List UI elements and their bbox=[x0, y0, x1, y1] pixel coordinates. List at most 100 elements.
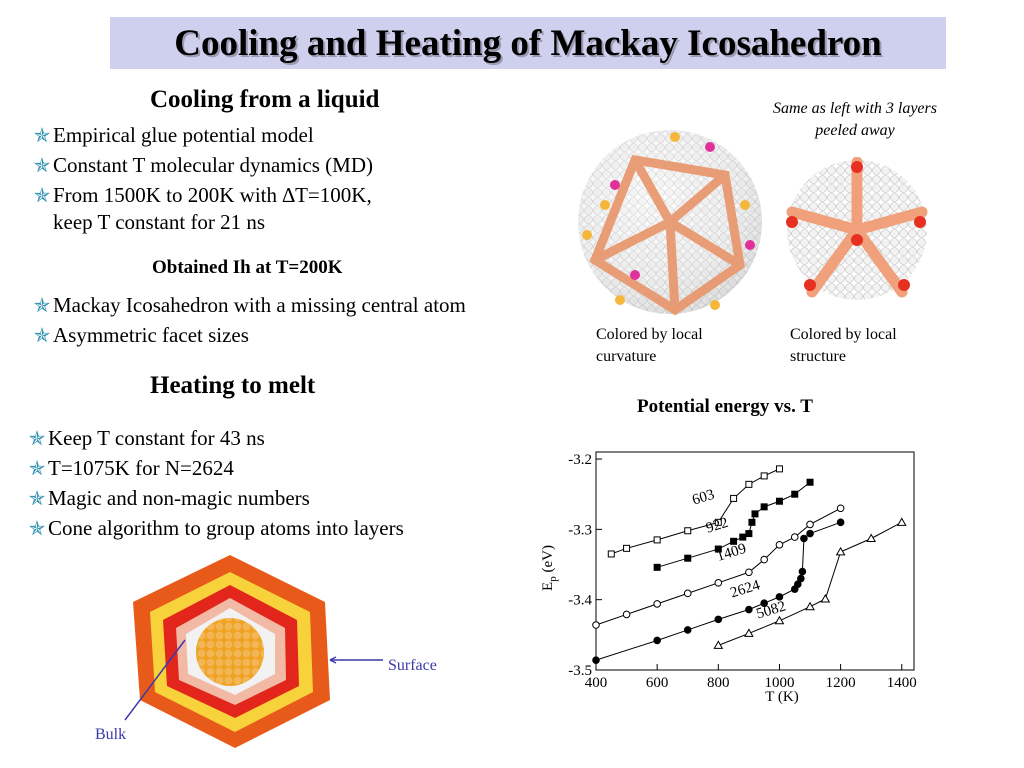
point-922 bbox=[791, 490, 799, 498]
surface-label: Surface bbox=[388, 657, 437, 674]
point-603 bbox=[684, 527, 692, 535]
series-label-2624: 2624 bbox=[729, 577, 763, 601]
caption-curvature: Colored by local curvature bbox=[596, 326, 703, 365]
point-922 bbox=[745, 530, 753, 538]
bullet-item: ✯ Keep T constant for 43 ns bbox=[28, 425, 265, 450]
point-2624 bbox=[798, 567, 807, 576]
point-2624 bbox=[592, 656, 600, 664]
series-label-922: 922 bbox=[704, 515, 730, 537]
bullet-item: ✯ From 1500K to 200K with ∆T=100K, bbox=[33, 182, 372, 207]
point-922 bbox=[748, 518, 756, 526]
energy-chart: 400 600 800 1000 1200 1400 -3.2 -3.3 -3.4 -3.5 60… bbox=[540, 451, 917, 705]
point-603 bbox=[760, 472, 768, 480]
point-603 bbox=[714, 518, 722, 526]
star-bullet-icon: ✯ bbox=[33, 324, 51, 347]
point-922 bbox=[714, 545, 722, 553]
point-1409 bbox=[592, 621, 600, 629]
star-bullet-icon: ✯ bbox=[28, 487, 46, 510]
point-922 bbox=[775, 497, 783, 505]
point-1409 bbox=[714, 579, 723, 587]
star-bullet-icon: ✯ bbox=[33, 184, 51, 207]
point-1409 bbox=[775, 541, 784, 549]
point-5082 bbox=[835, 546, 846, 556]
x-axis-label: T (K) bbox=[765, 689, 798, 705]
point-1409 bbox=[806, 520, 814, 529]
caption-structure: Colored by local structure bbox=[790, 326, 897, 365]
star-bullet-icon: ✯ bbox=[33, 154, 51, 177]
cross-section-image bbox=[133, 555, 330, 748]
peeled-note: Same as left with 3 layers peeled away bbox=[773, 100, 937, 139]
point-1409 bbox=[790, 533, 799, 541]
plot-frame bbox=[595, 451, 915, 671]
point-922 bbox=[739, 533, 747, 541]
result-note: Obtained Ih at T=200K bbox=[152, 257, 343, 278]
y-tick-label: -3.5 bbox=[568, 663, 592, 679]
point-1409 bbox=[653, 600, 661, 608]
cooling-heading: Cooling from a liquid bbox=[150, 86, 380, 113]
label-pointers bbox=[124, 639, 383, 721]
title-banner: Cooling and Heating of Mackay Icosahedro… bbox=[110, 17, 946, 69]
x-tick-label: 800 bbox=[707, 675, 730, 691]
star-bullet-icon: ✯ bbox=[28, 457, 46, 480]
bullet-item: ✯ Mackay Icosahedron with a missing centr… bbox=[33, 292, 466, 317]
point-5082 bbox=[805, 601, 815, 611]
point-1409 bbox=[745, 568, 753, 577]
star-bullet-icon: ✯ bbox=[33, 294, 51, 317]
series-label-603: 603 bbox=[690, 487, 716, 509]
series-line-2624 bbox=[595, 521, 841, 661]
point-2624 bbox=[794, 580, 802, 589]
heating-heading: Heating to melt bbox=[150, 372, 316, 399]
point-5082 bbox=[866, 533, 877, 542]
star-bullet-icon: ✯ bbox=[33, 124, 51, 147]
point-603 bbox=[775, 465, 783, 473]
y-axis-label: Ep (eV) bbox=[540, 545, 559, 591]
point-922 bbox=[806, 478, 814, 486]
bullet-item: ✯ Empirical glue potential model bbox=[33, 122, 314, 147]
bullet-item: ✯ Magic and non-magic numbers bbox=[28, 485, 310, 510]
point-5082 bbox=[820, 593, 831, 603]
point-603 bbox=[653, 536, 661, 544]
point-922 bbox=[730, 537, 738, 545]
point-5082 bbox=[774, 615, 785, 625]
point-2624 bbox=[806, 529, 814, 538]
point-603 bbox=[623, 544, 631, 552]
point-603 bbox=[730, 494, 738, 502]
series-label-1409: 1409 bbox=[715, 541, 748, 565]
cooling-bullets-2: ✯ Mackay Icosahedron with a missing centr… bbox=[33, 290, 466, 350]
point-2624 bbox=[836, 518, 845, 527]
point-1409 bbox=[683, 589, 692, 598]
icosahedron-structure-image bbox=[786, 157, 928, 300]
y-tick-label: -3.2 bbox=[568, 452, 592, 468]
x-tick-label: 600 bbox=[646, 675, 669, 691]
point-603 bbox=[607, 550, 615, 558]
chart-title: Potential energy vs. T bbox=[637, 396, 813, 417]
point-5082 bbox=[896, 517, 907, 526]
cooling-bullets: ✯ Empirical glue potential model ✯ Constan… bbox=[33, 120, 373, 238]
x-tick-label: 1200 bbox=[826, 675, 856, 691]
y-tick-label: -3.3 bbox=[568, 522, 592, 538]
point-2624 bbox=[714, 615, 723, 624]
point-922 bbox=[751, 510, 759, 518]
point-2624 bbox=[745, 605, 753, 614]
bullet-item: ✯ Asymmetric facet sizes bbox=[33, 322, 249, 347]
series-line-5082 bbox=[718, 521, 903, 646]
point-2624 bbox=[653, 636, 661, 645]
point-922 bbox=[653, 563, 661, 571]
star-bullet-icon: ✯ bbox=[28, 517, 46, 540]
x-tick-label: 1000 bbox=[764, 675, 794, 691]
point-922 bbox=[684, 554, 692, 562]
point-2624 bbox=[683, 626, 692, 634]
point-5082 bbox=[713, 640, 724, 649]
bullet-item: ✯ Cone algorithm to group atoms into laye… bbox=[28, 515, 404, 540]
bullet-item: ✯ Constant T molecular dynamics (MD) bbox=[33, 152, 374, 177]
point-1409 bbox=[836, 504, 845, 513]
point-2624 bbox=[760, 599, 768, 607]
point-603 bbox=[745, 480, 753, 488]
point-2624 bbox=[800, 534, 808, 543]
point-1409 bbox=[622, 610, 631, 619]
x-tick-label: 1400 bbox=[887, 675, 917, 691]
bullet-item: ✯ T=1075K for N=2624 bbox=[28, 455, 234, 480]
point-5082 bbox=[744, 628, 754, 637]
bullet-continuation: keep T constant for 21 ns bbox=[53, 210, 266, 234]
point-1409 bbox=[760, 555, 768, 564]
